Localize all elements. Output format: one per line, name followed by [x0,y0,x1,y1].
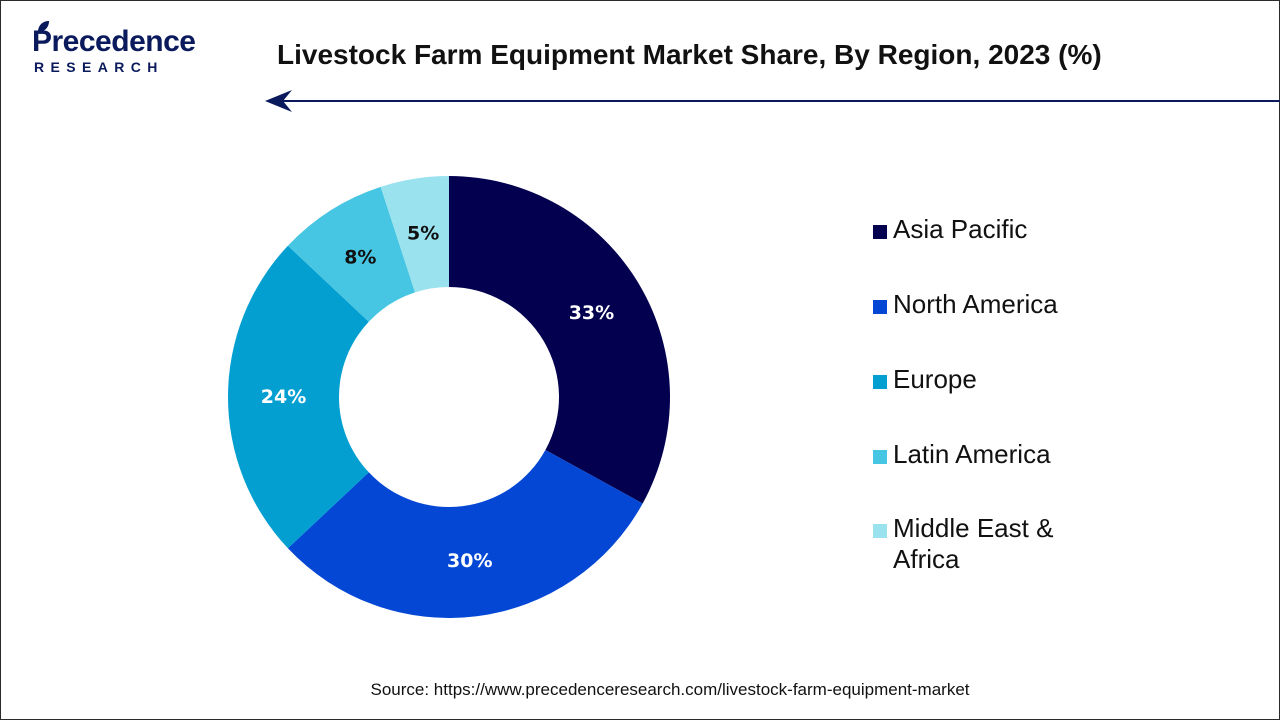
legend-swatch [873,450,887,464]
legend-item-latin-america: Latin America [873,439,1173,470]
legend-swatch [873,524,887,538]
arrow-divider [265,90,1280,112]
donut-slice-europe [227,245,369,549]
source-note: Source: https://www.precedenceresearch.c… [370,680,970,699]
slice-value-label: 30% [447,550,492,572]
legend-item-europe: Europe [873,364,1173,395]
slice-value-label: 8% [344,246,376,268]
legend-label: North America [893,289,1058,319]
donut-slice-north-america [287,449,643,618]
legend-label: Latin America [893,439,1051,469]
donut-slice-latin-america [287,186,416,322]
chart-title: Livestock Farm Equipment Market Share, B… [277,39,1102,70]
slice-value-label: 5% [407,223,439,245]
legend-label: Europe [893,364,977,394]
legend-label: Asia Pacific [893,214,1028,244]
logo-wordmark: Precedence [32,25,196,58]
legend-swatch [873,375,887,389]
logo-subtitle: RESEARCH [34,59,164,75]
leaf-icon [38,21,49,32]
slice-value-label: 24% [261,386,306,408]
slice-value-label: 33% [569,302,614,324]
legend-item-north-america: North America [873,289,1173,320]
legend-swatch [873,300,887,314]
legend-item-asia-pacific: Asia Pacific [873,214,1173,245]
legend-swatch [873,225,887,239]
donut-slice-middle-east-africa [380,176,449,293]
donut-slice-asia-pacific [449,176,671,504]
legend-item-middle-east-africa: Middle East & Africa [873,513,1073,575]
arrow-left-icon [265,90,292,112]
precedence-research-logo: Precedence RESEARCH [32,21,232,82]
legend: Asia Pacific North America Europe Latin … [873,214,1173,575]
legend-label: Middle East & Africa [893,513,1054,574]
